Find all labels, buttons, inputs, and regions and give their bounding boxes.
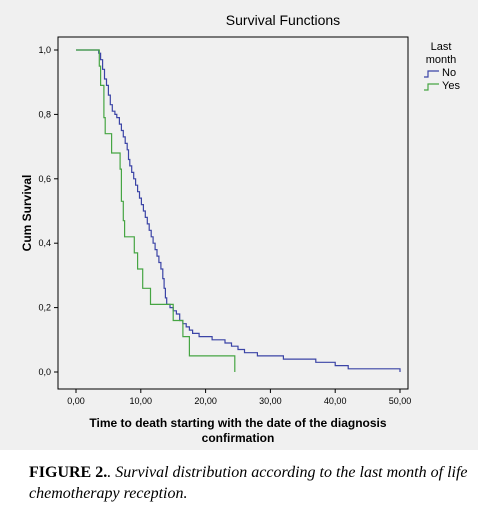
series-line-no [76,49,401,372]
figure-caption: FIGURE 2.. Survival distribution accordi… [29,462,469,504]
legend-label-yes: Yes [442,80,460,92]
x-tick-label: 0,00 [67,396,85,406]
y-tick-label: 0,4 [38,238,51,248]
series-line-yes [76,49,236,372]
survival-chart: Survival Functions 0,00 10,00 20,00 30,00 40… [20,12,460,445]
chart-panel: Survival Functions 0,00 10,00 20,00 30,00 40… [0,0,478,450]
x-tick-label: 50,00 [389,396,412,406]
y-tick-label: 1,0 [38,45,51,55]
x-tick-label: 30,00 [259,396,282,406]
y-tick-label: 0,2 [38,303,51,313]
x-tick-label: 40,00 [324,396,347,406]
axes-layer: 0,00 10,00 20,00 30,00 40,00 50,00 0,0 0,2 0,4 0,… [38,45,411,406]
plot-area [57,36,409,390]
series-layer [76,49,401,372]
legend-swatch-no [424,70,439,78]
legend-title-line-1: Last [431,41,452,53]
chart-title: Survival Functions [226,12,340,28]
y-tick-label: 0,8 [38,109,51,119]
y-axis-title: Cum Survival [20,175,34,252]
caption-text: . Survival distribution according to the… [29,464,468,502]
x-axis-title-line-2: confirmation [202,431,275,445]
x-tick-label: 20,00 [194,396,217,406]
legend-title-line-2: month [426,54,457,66]
x-axis-title-line-1: Time to death starting with the date of … [89,416,386,430]
y-tick-label: 0,0 [38,367,51,377]
x-tick-label: 10,00 [130,396,153,406]
legend-swatch-yes [424,83,439,91]
caption-label: FIGURE 2. [29,464,108,481]
y-tick-label: 0,6 [38,174,51,184]
legend-label-no: No [442,67,456,79]
